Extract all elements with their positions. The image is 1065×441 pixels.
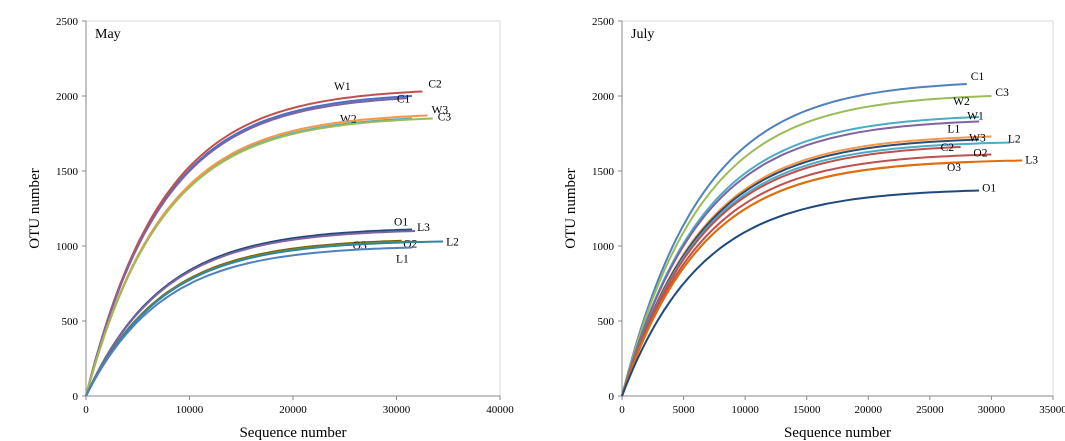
series-label-c3: C3 <box>995 87 1009 99</box>
series-line-l3 <box>85 230 416 397</box>
x-tick-label: 20000 <box>279 404 307 416</box>
series-line-w1 <box>621 120 980 397</box>
x-axis-title: Sequence number <box>784 425 891 441</box>
y-axis-title: OTU number <box>563 168 579 248</box>
series-label-o3: O3 <box>947 162 961 174</box>
series-label-w3: W3 <box>432 105 449 117</box>
series-label-l1: L1 <box>947 124 960 136</box>
series-label-c2: C2 <box>941 142 955 154</box>
x-tick-label: 30000 <box>383 404 411 416</box>
series-label-c1: C1 <box>397 93 411 105</box>
series-label-w1: W1 <box>967 111 984 123</box>
y-tick-label: 2500 <box>56 16 79 28</box>
plot-frame <box>621 20 1054 397</box>
series-label-w2: W2 <box>953 96 970 108</box>
series-label-l2: L2 <box>446 237 459 249</box>
series-label-c3: C3 <box>438 112 452 124</box>
series-label-l3: L3 <box>417 222 430 234</box>
y-tick-label: 1000 <box>56 241 79 253</box>
plot-frame <box>85 20 501 397</box>
series-line-w2 <box>621 116 980 397</box>
series-line-c1 <box>85 97 407 397</box>
series-line-o2 <box>85 240 418 397</box>
y-tick-label: 1500 <box>592 166 615 178</box>
y-tick-label: 2000 <box>592 91 615 103</box>
series-label-c2: C2 <box>428 79 442 91</box>
series-line-c1 <box>621 83 967 397</box>
y-axis-title: OTU number <box>27 168 43 248</box>
series-line-c3 <box>621 95 992 397</box>
y-tick-label: 1000 <box>592 241 615 253</box>
series-label-o1: O1 <box>394 217 408 229</box>
chart-may: 0 500 1000 1500 2000 2500 0 10000 20000 30000 4000… <box>27 16 514 441</box>
x-tick-label: 5000 <box>673 404 696 416</box>
panel-title: July <box>631 27 654 42</box>
x-tick-label: 25000 <box>916 404 944 416</box>
y-tick-label: 0 <box>609 391 615 403</box>
y-tick-label: 0 <box>73 391 79 403</box>
x-tick-label: 30000 <box>978 404 1006 416</box>
x-tick-label: 10000 <box>731 404 759 416</box>
x-tick-label: 35000 <box>1039 404 1065 416</box>
series-label-c1: C1 <box>971 71 985 83</box>
series-label-l3: L3 <box>1025 155 1038 167</box>
x-axis-title: Sequence number <box>239 425 346 441</box>
series-line-l1 <box>85 246 413 397</box>
x-tick-label: 20000 <box>855 404 883 416</box>
series-label-o2: O2 <box>973 148 987 160</box>
x-tick-label: 10000 <box>176 404 204 416</box>
series-label-l1: L1 <box>396 254 409 266</box>
y-tick-label: 2000 <box>56 91 79 103</box>
x-tick-label: 15000 <box>793 404 821 416</box>
series-label-o1: O1 <box>982 183 996 195</box>
y-tick-label: 500 <box>62 316 79 328</box>
series-line-c3 <box>85 117 433 397</box>
series-label-w3: W3 <box>969 133 986 145</box>
y-tick-label: 1500 <box>56 166 79 178</box>
x-tick-label: 40000 <box>486 404 514 416</box>
series-label-w1: W1 <box>334 81 351 93</box>
series-label-l2: L2 <box>1008 134 1021 146</box>
x-tick-label: 0 <box>619 404 625 416</box>
y-tick-label: 500 <box>598 316 615 328</box>
x-tick-label: 0 <box>83 404 89 416</box>
panel-title: May <box>95 27 121 42</box>
y-tick-label: 2500 <box>592 16 615 28</box>
series-line-l3 <box>621 159 1023 397</box>
series-line-o1 <box>621 189 980 397</box>
